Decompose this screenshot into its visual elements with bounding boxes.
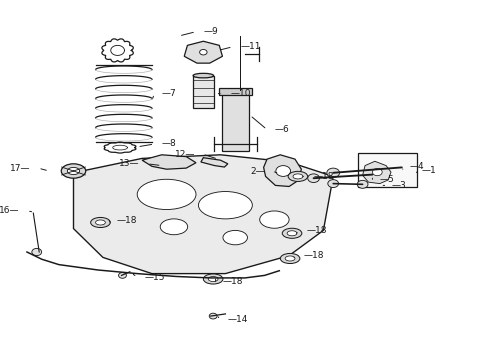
Ellipse shape: [160, 219, 188, 235]
Text: —15: —15: [145, 273, 165, 282]
Circle shape: [276, 166, 291, 176]
Text: —1: —1: [421, 166, 436, 175]
Circle shape: [357, 180, 368, 188]
Text: —7: —7: [162, 89, 176, 98]
Polygon shape: [142, 155, 196, 169]
Text: 13—: 13—: [119, 159, 140, 168]
Ellipse shape: [282, 228, 302, 238]
Circle shape: [367, 170, 378, 179]
Circle shape: [372, 168, 382, 176]
Text: 2—: 2—: [250, 166, 265, 175]
Bar: [219, 88, 252, 95]
Ellipse shape: [287, 231, 297, 236]
Ellipse shape: [280, 253, 300, 264]
Ellipse shape: [285, 256, 295, 261]
Circle shape: [32, 248, 42, 256]
Text: —14: —14: [228, 315, 248, 324]
Text: —18: —18: [304, 251, 324, 260]
Text: —5: —5: [380, 175, 394, 184]
Circle shape: [209, 313, 217, 319]
Ellipse shape: [223, 230, 247, 245]
Ellipse shape: [293, 174, 303, 179]
Circle shape: [199, 49, 207, 55]
Ellipse shape: [208, 276, 218, 282]
Text: —9: —9: [203, 27, 218, 36]
Text: 16—: 16—: [0, 206, 20, 215]
Bar: [221, 90, 248, 151]
Circle shape: [395, 163, 408, 172]
Text: —11: —11: [240, 42, 261, 51]
Text: —10: —10: [230, 89, 251, 98]
Text: —18: —18: [314, 172, 334, 181]
Ellipse shape: [137, 179, 196, 210]
Text: —4: —4: [409, 162, 424, 171]
Polygon shape: [74, 155, 333, 274]
Polygon shape: [184, 41, 222, 63]
Text: 12—: 12—: [174, 150, 195, 158]
Ellipse shape: [96, 220, 105, 225]
Ellipse shape: [91, 217, 110, 228]
Polygon shape: [201, 158, 228, 167]
Ellipse shape: [61, 164, 86, 178]
Text: —3: —3: [392, 181, 407, 190]
Circle shape: [327, 168, 340, 177]
Ellipse shape: [193, 73, 214, 78]
Text: —8: —8: [162, 139, 176, 148]
Text: —18: —18: [223, 277, 244, 286]
Ellipse shape: [67, 167, 79, 175]
Polygon shape: [363, 161, 391, 184]
Ellipse shape: [198, 192, 252, 219]
Ellipse shape: [203, 274, 223, 284]
Text: —6: —6: [274, 125, 289, 134]
Circle shape: [328, 180, 339, 188]
Polygon shape: [264, 155, 301, 186]
Bar: [193, 76, 214, 108]
Text: —18: —18: [306, 226, 327, 235]
Text: —18: —18: [117, 216, 137, 225]
Ellipse shape: [260, 211, 289, 228]
Text: 17—: 17—: [10, 163, 31, 172]
Bar: [358, 153, 416, 187]
Circle shape: [308, 174, 319, 183]
Circle shape: [119, 273, 126, 278]
Ellipse shape: [288, 171, 308, 181]
